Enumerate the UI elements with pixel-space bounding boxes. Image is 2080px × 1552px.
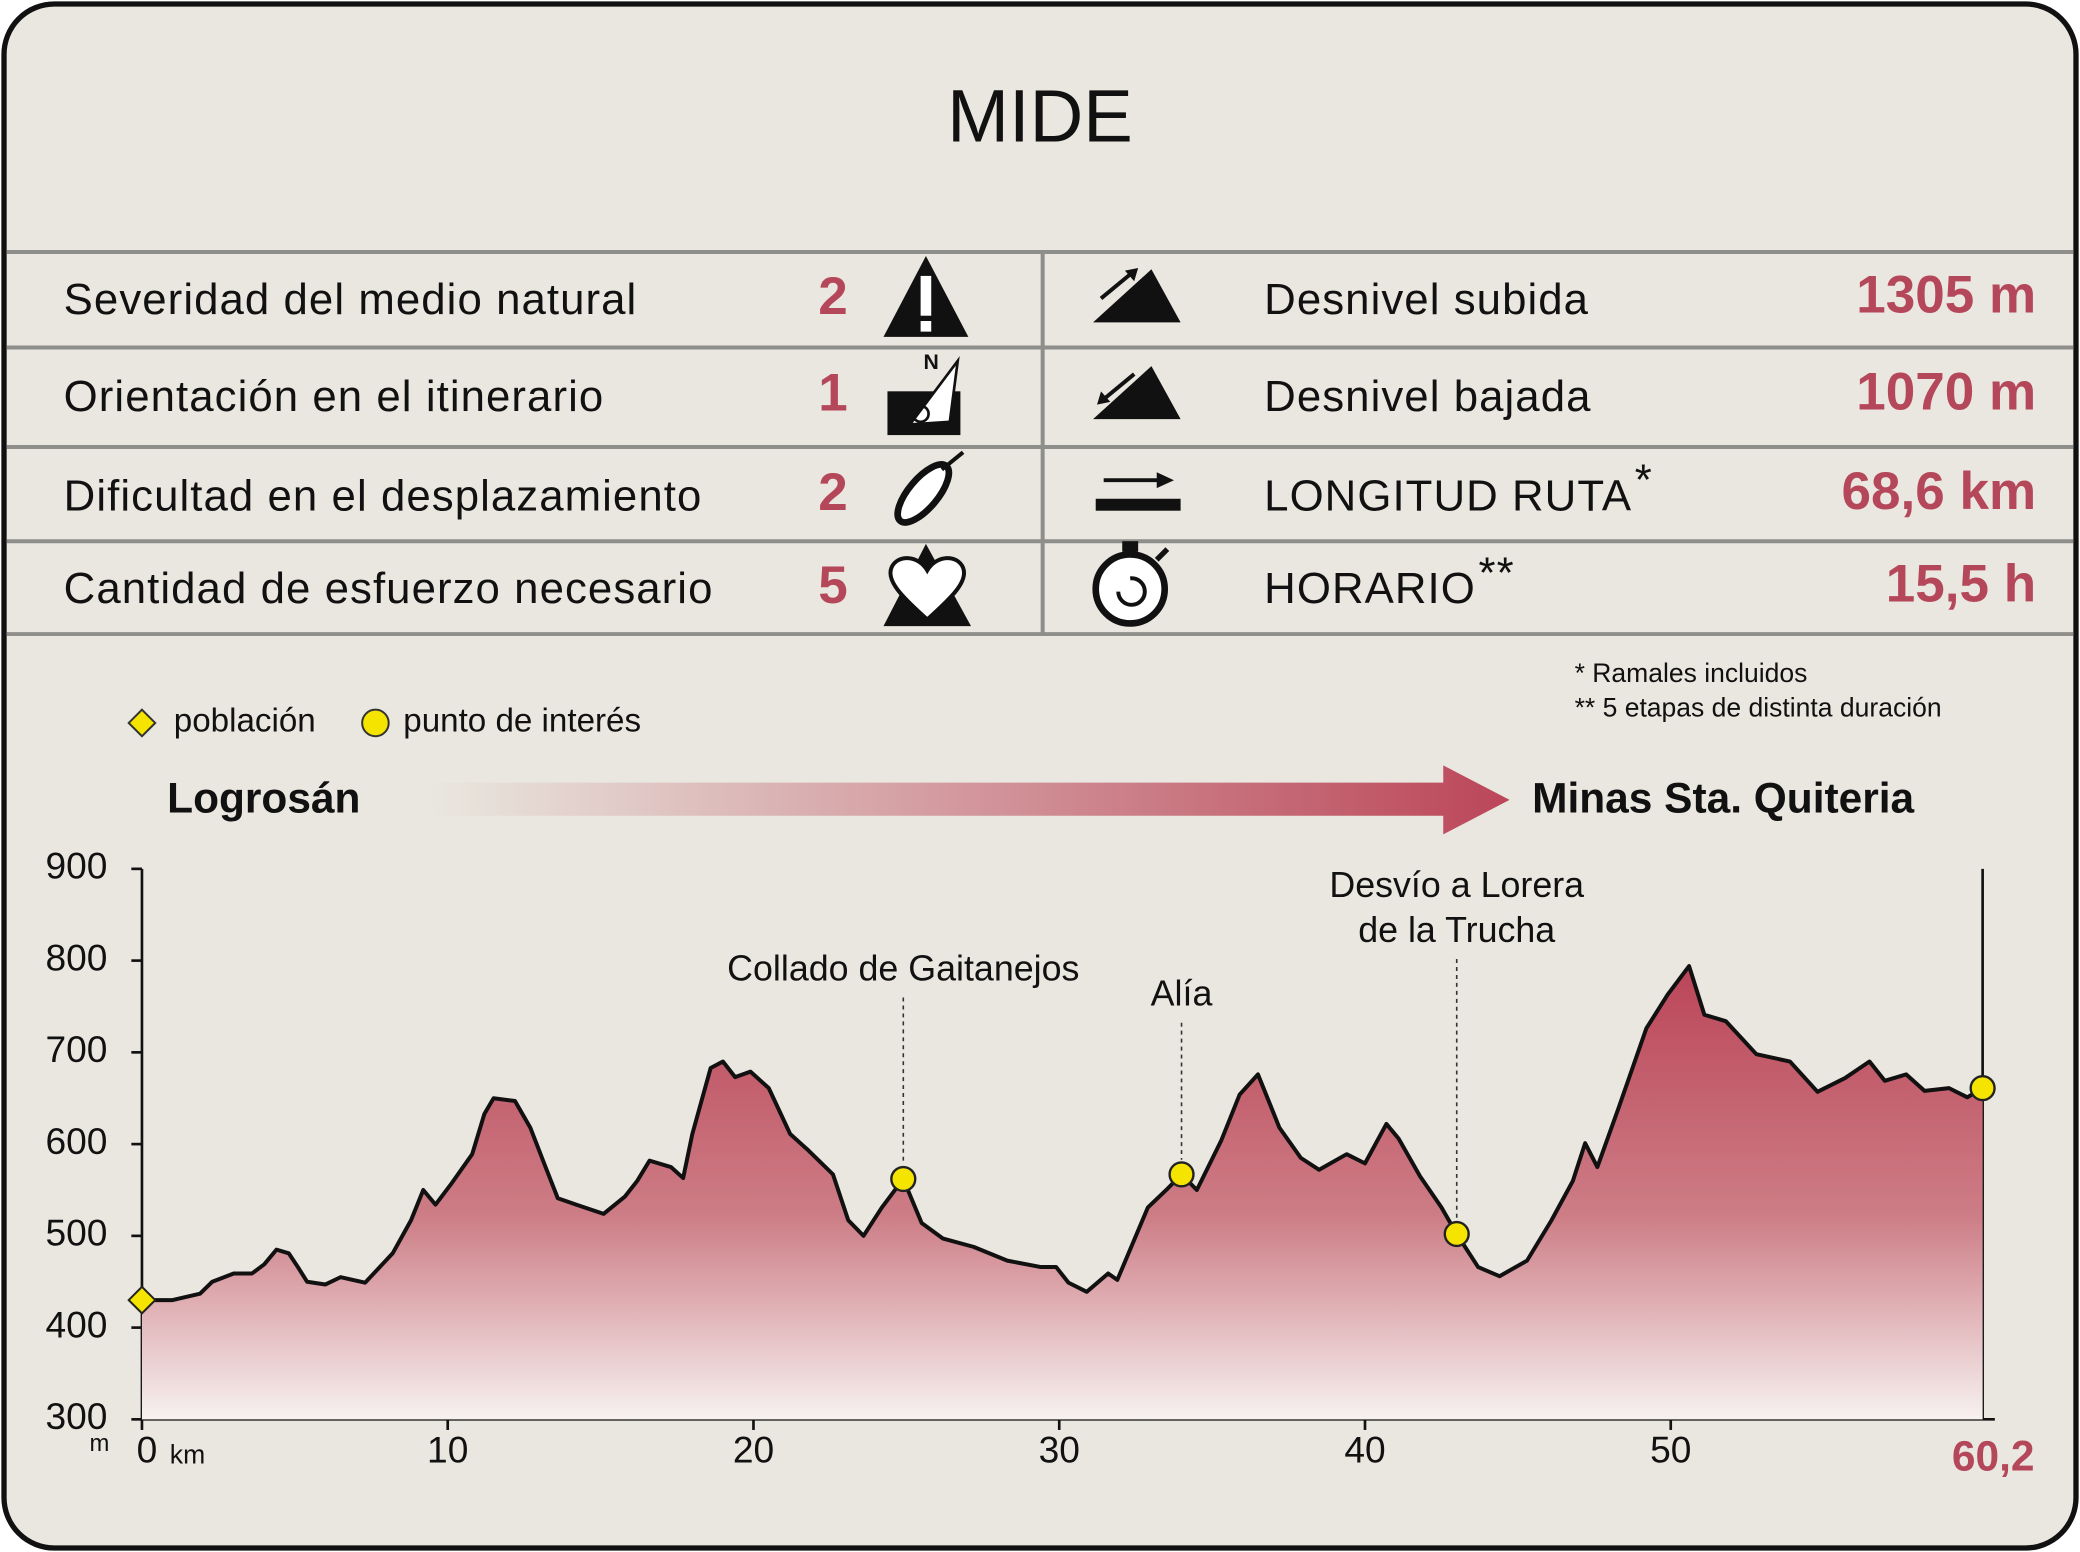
y-tick-label: 800 <box>46 936 108 978</box>
row-value: 68,6 km <box>1842 462 2037 521</box>
x-unit: km <box>170 1439 205 1469</box>
annotation: Alía <box>1151 974 1213 1014</box>
route-from: Logrosán <box>167 774 360 821</box>
x-tick-label: 50 <box>1650 1428 1691 1470</box>
poi-marker <box>1969 1075 1996 1102</box>
row-label: Desnivel subida <box>1264 275 1589 324</box>
legend-town: población <box>174 703 316 740</box>
row-value: 1305 m <box>1856 265 2036 324</box>
x-tick-label: 30 <box>1039 1428 1080 1470</box>
x-tick-label: 40 <box>1344 1428 1385 1470</box>
row-value: 1 <box>818 364 848 423</box>
town-marker <box>127 1285 157 1315</box>
legend-poi-icon <box>361 708 390 738</box>
poi-marker <box>1443 1220 1470 1248</box>
y-tick-label: 300 <box>46 1395 108 1437</box>
x-tick-label: 10 <box>427 1428 468 1470</box>
row-label: LONGITUD RUTA <box>1264 471 1632 520</box>
row-label: Cantidad de esfuerzo necesario <box>64 564 714 613</box>
note: * Ramales incluidos <box>1575 658 1808 688</box>
legend-poi: punto de interés <box>403 703 641 740</box>
y-tick-label: 900 <box>46 845 108 887</box>
row-value: 5 <box>818 556 848 615</box>
route-to: Minas Sta. Quiteria <box>1532 774 1914 821</box>
row-value: 2 <box>818 267 848 326</box>
row-label: Severidad del medio natural <box>64 275 638 324</box>
row-label: Desnivel bajada <box>1264 372 1591 421</box>
elevation-area <box>141 966 1983 1420</box>
row-mark: * <box>1635 455 1653 504</box>
table-lines <box>6 250 2074 637</box>
row-value: 1070 m <box>1856 362 2036 421</box>
legend-town-icon <box>127 708 157 738</box>
annotation: Collado de Gaitanejos <box>727 948 1079 988</box>
annotation: de la Trucha <box>1358 910 1555 950</box>
route-arrow <box>431 765 1510 835</box>
row-value: 15,5 h <box>1886 555 2036 614</box>
row-label: Orientación en el itinerario <box>64 372 605 421</box>
poi-marker <box>1168 1161 1195 1188</box>
row-value: 2 <box>818 463 848 522</box>
elevation-line <box>141 964 1984 1303</box>
row-label: Dificultad en el desplazamiento <box>64 471 703 520</box>
y-unit: m <box>90 1430 110 1457</box>
y-tick-label: 500 <box>46 1212 108 1254</box>
title: MIDE <box>947 75 1133 158</box>
note: ** 5 etapas de distinta duración <box>1575 693 1942 723</box>
y-tick-label: 700 <box>46 1028 108 1070</box>
icons: N <box>883 256 1181 627</box>
y-tick-label: 400 <box>46 1303 108 1345</box>
row-label: HORARIO <box>1264 564 1476 613</box>
x-tick-label: 0 <box>137 1428 158 1470</box>
svg-text:N: N <box>924 351 939 374</box>
x-tick-label: 20 <box>733 1428 774 1470</box>
x-tick-label: 60,2 <box>1952 1432 2035 1479</box>
y-tick-label: 600 <box>46 1120 108 1162</box>
annotation: Desvío a Lorera <box>1329 865 1584 905</box>
row-mark: ** <box>1479 548 1515 597</box>
poi-marker <box>890 1165 917 1193</box>
